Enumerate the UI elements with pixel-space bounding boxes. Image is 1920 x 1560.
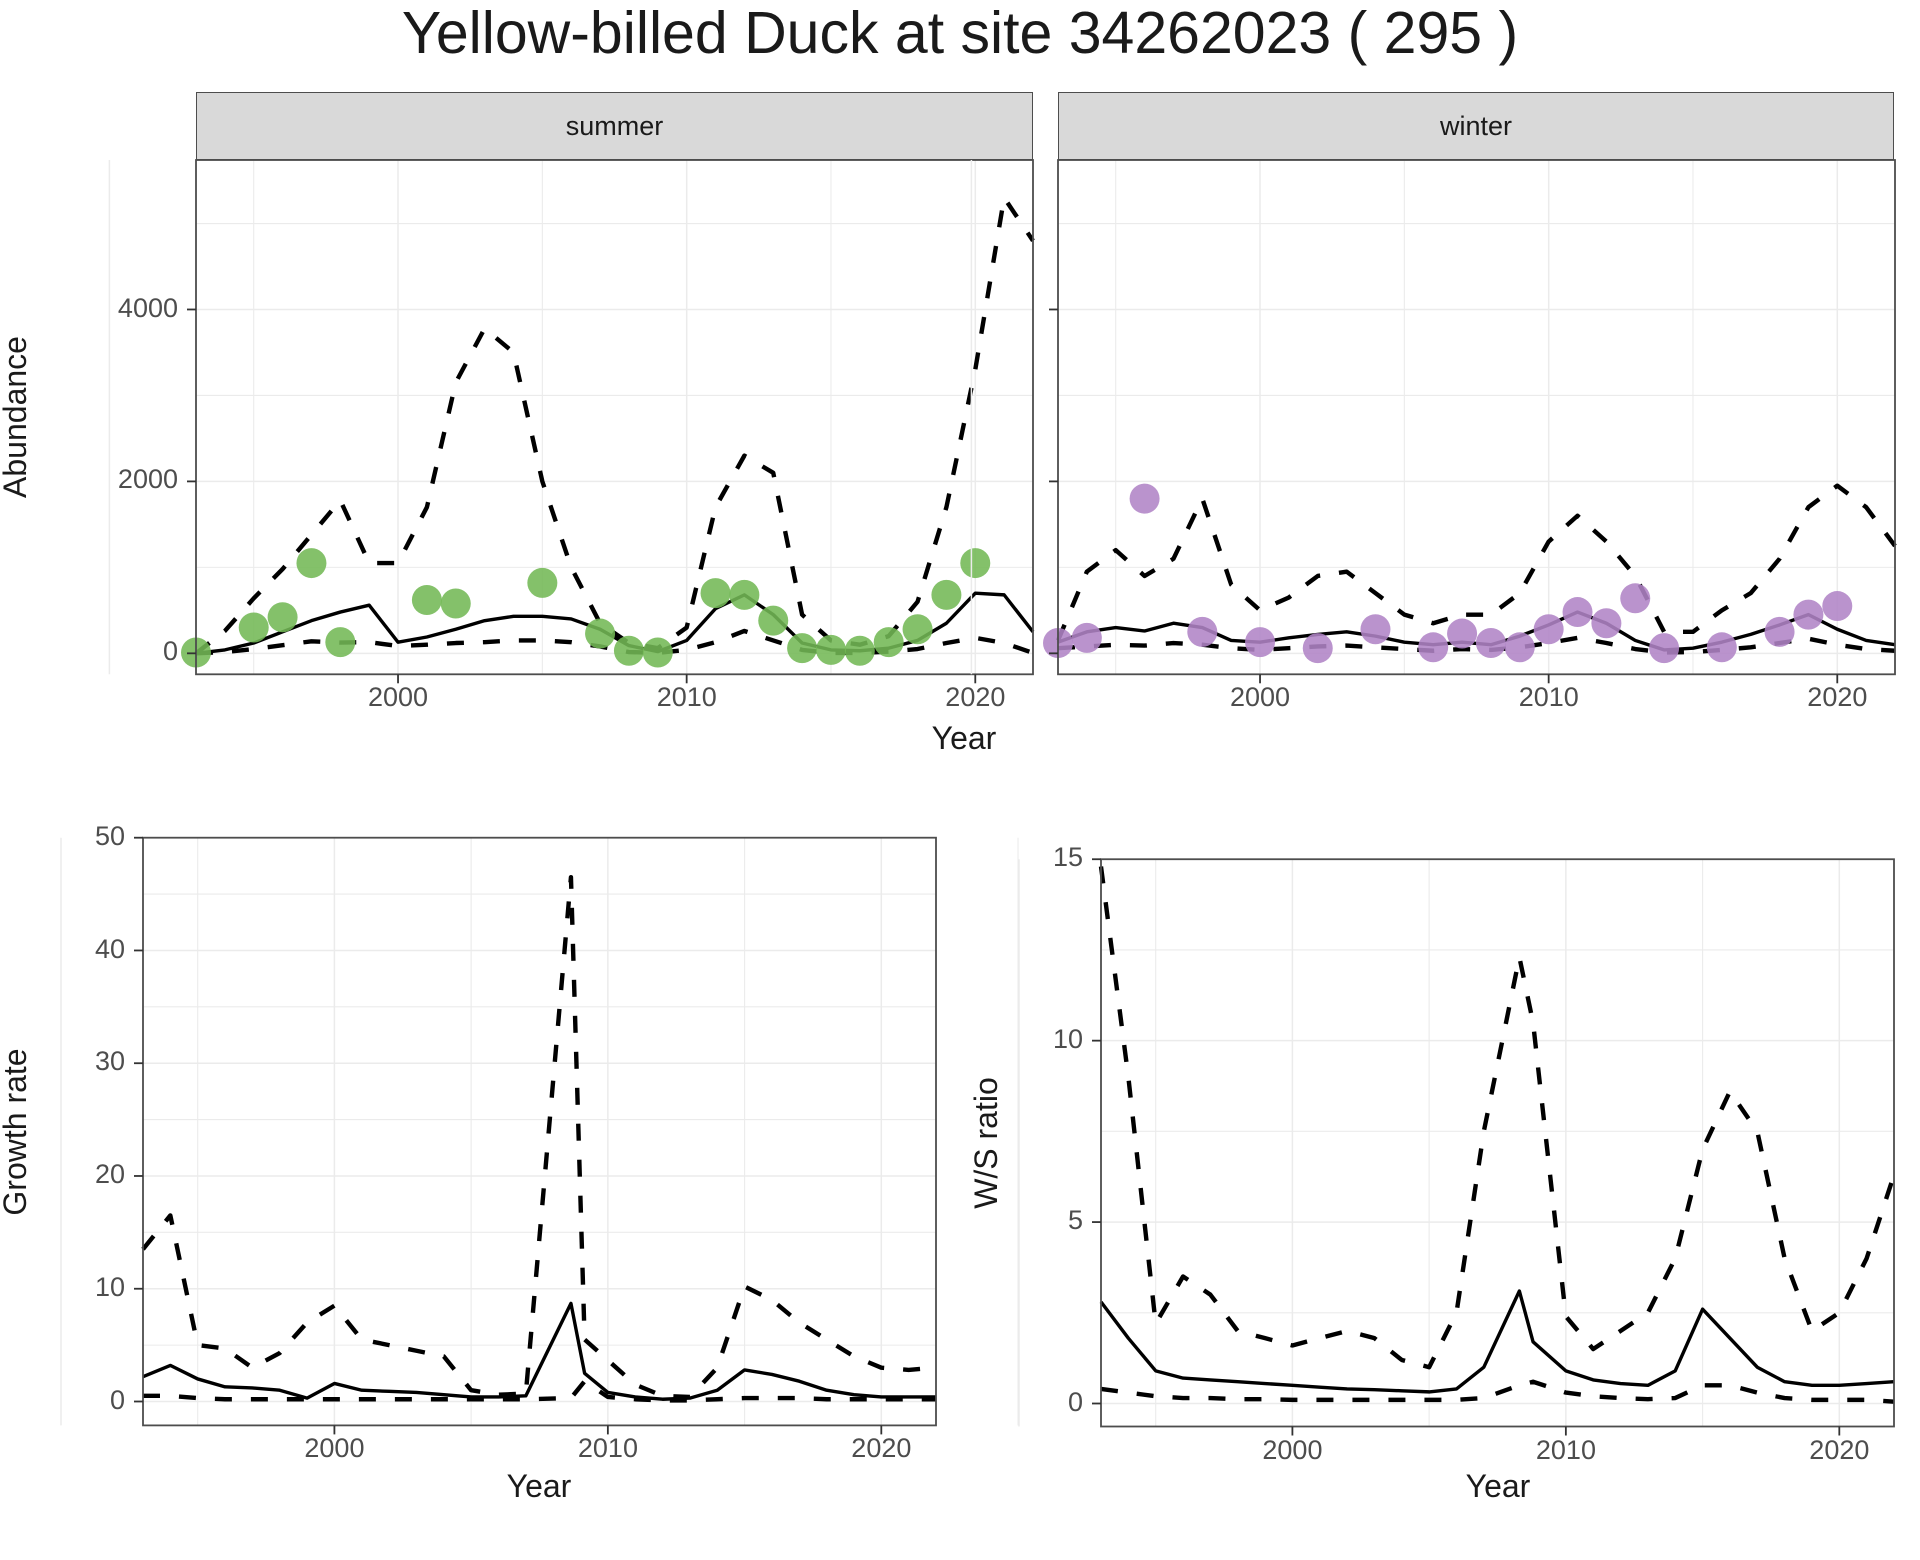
svg-text:Abundance: Abundance [0, 336, 33, 498]
svg-text:W/S ratio: W/S ratio [968, 1077, 1004, 1209]
svg-text:Growth rate: Growth rate [0, 1048, 33, 1215]
